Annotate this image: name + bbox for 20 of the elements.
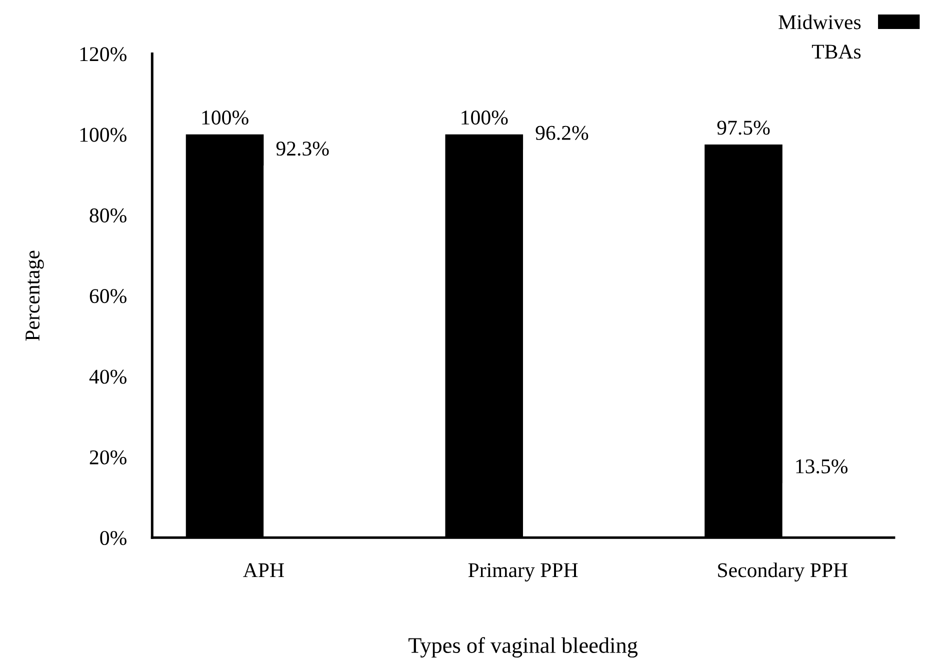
x-axis-title: Types of vaginal bleeding bbox=[408, 637, 638, 658]
y-axis-title: Percentage bbox=[26, 250, 44, 341]
data-label: 100% bbox=[462, 110, 508, 125]
y-tick-label: 80% bbox=[90, 208, 126, 223]
x-tick-label: Primary PPH bbox=[468, 563, 578, 582]
x-tick-label: APH bbox=[243, 563, 284, 578]
data-label: 92.3% bbox=[276, 142, 329, 156]
y-tick-label: 20% bbox=[90, 450, 126, 464]
x-tick-label: Secondary PPH bbox=[718, 562, 848, 582]
text: TBAs bbox=[812, 44, 861, 59]
data-label: 96.2% bbox=[536, 126, 588, 140]
y-tick-label: 0% bbox=[100, 530, 126, 546]
y-tick-label: 40% bbox=[89, 370, 126, 384]
y-tick-label: 60% bbox=[90, 289, 126, 304]
data-label: 100% bbox=[202, 110, 248, 125]
data-label: 97.5% bbox=[717, 120, 770, 135]
data-label: 13.5% bbox=[796, 459, 848, 474]
y-tick-label: 120% bbox=[80, 47, 126, 62]
y-tick-label: 100% bbox=[80, 128, 126, 142]
legend-label: Midwives bbox=[778, 14, 861, 30]
